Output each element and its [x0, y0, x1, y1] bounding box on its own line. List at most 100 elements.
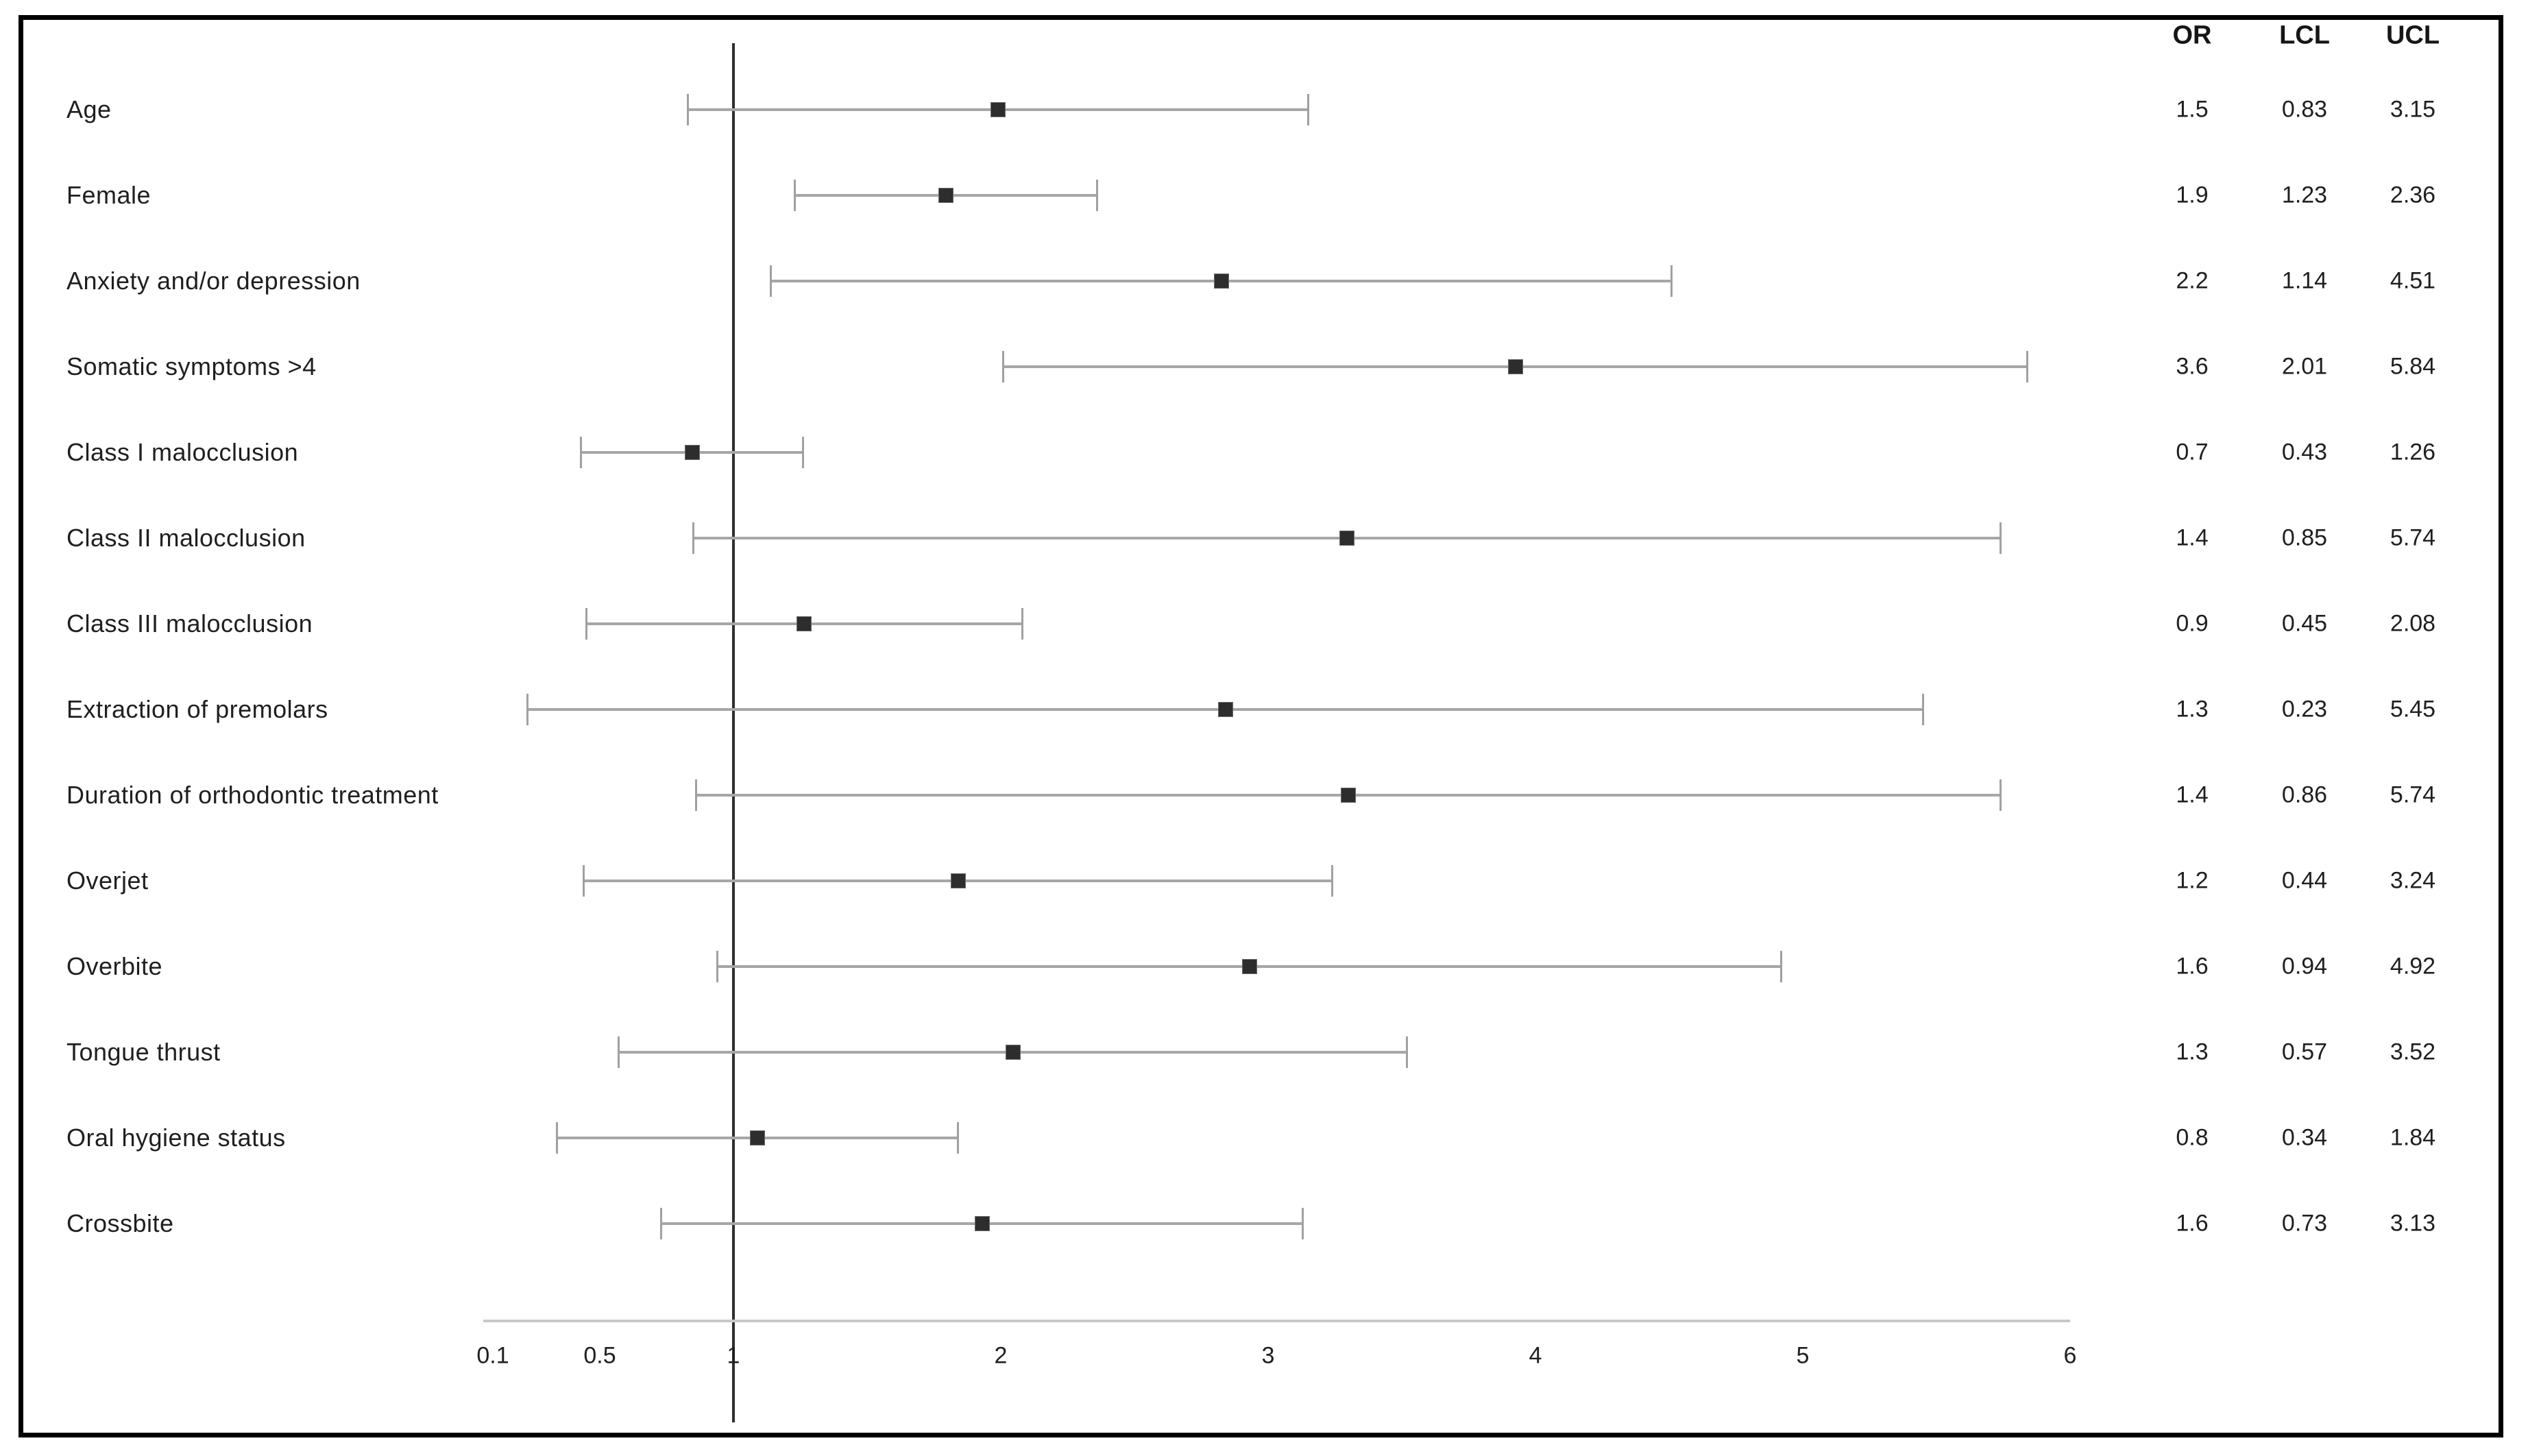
ci-cap-left	[694, 779, 697, 811]
ci-cap-right	[1780, 951, 1783, 982]
odds-ratio-marker	[1217, 702, 1233, 717]
row-label: Class II malocclusion	[66, 524, 306, 552]
figure-border	[19, 15, 2503, 1437]
odds-ratio-marker	[1339, 531, 1355, 546]
x-tick-label: 0.5	[583, 1342, 616, 1369]
ci-cap-right	[1406, 1036, 1409, 1068]
lcl-value: 0.83	[2281, 96, 2328, 123]
or-value: 0.9	[2176, 610, 2209, 637]
lcl-value: 1.14	[2281, 267, 2328, 294]
lcl-value: 0.86	[2281, 781, 2328, 808]
ucl-value: 5.84	[2390, 353, 2436, 380]
ci-cap-left	[692, 522, 694, 554]
or-value: 1.9	[2176, 182, 2209, 208]
ucl-value: 2.08	[2390, 610, 2436, 637]
odds-ratio-marker	[1341, 788, 1356, 803]
x-tick-label: 0.1	[476, 1342, 509, 1369]
ci-cap-left	[583, 865, 585, 897]
x-tick-label: 2	[994, 1342, 1008, 1369]
reference-line	[732, 43, 735, 1422]
ci-cap-left	[770, 265, 773, 297]
or-value: 2.2	[2176, 267, 2209, 294]
column-header-lcl: LCL	[2279, 21, 2330, 50]
row-label: Tongue thrust	[66, 1038, 221, 1066]
ci-cap-right	[2000, 779, 2002, 811]
ucl-value: 1.84	[2390, 1124, 2436, 1151]
ucl-value: 5.74	[2390, 524, 2436, 551]
ci-cap-right	[801, 437, 804, 468]
row-label: Extraction of premolars	[66, 695, 328, 723]
lcl-value: 1.23	[2281, 182, 2328, 208]
row-label: Female	[66, 181, 151, 209]
lcl-value: 0.43	[2281, 439, 2328, 465]
ci-cap-left	[617, 1036, 620, 1068]
ci-cap-left	[687, 94, 690, 125]
ci-cap-left	[794, 180, 797, 211]
x-tick-label: 3	[1261, 1342, 1275, 1369]
ci-cap-right	[1095, 180, 1098, 211]
or-value: 1.4	[2176, 524, 2209, 551]
ucl-value: 1.26	[2390, 439, 2436, 465]
ucl-value: 4.51	[2390, 267, 2436, 294]
ucl-value: 5.45	[2390, 696, 2436, 723]
ci-cap-right	[957, 1122, 960, 1154]
odds-ratio-marker	[990, 102, 1006, 117]
ci-cap-left	[585, 608, 587, 640]
ci-cap-left	[1002, 351, 1005, 383]
ci-cap-right	[1670, 265, 1673, 297]
column-header-or: OR	[2172, 21, 2212, 50]
ci-cap-right	[2000, 522, 2002, 554]
lcl-value: 2.01	[2281, 353, 2328, 380]
odds-ratio-marker	[1241, 959, 1257, 974]
lcl-value: 0.45	[2281, 610, 2328, 637]
lcl-value: 0.94	[2281, 953, 2328, 980]
row-label: Crossbite	[66, 1209, 174, 1237]
odds-ratio-marker	[950, 873, 966, 888]
or-value: 1.2	[2176, 867, 2209, 894]
ci-cap-left	[660, 1208, 663, 1239]
lcl-value: 0.73	[2281, 1210, 2328, 1237]
odds-ratio-marker	[797, 616, 812, 631]
odds-ratio-marker	[1213, 274, 1229, 289]
column-header-ucl: UCL	[2385, 21, 2440, 50]
or-value: 1.3	[2176, 1039, 2209, 1065]
row-label: Overjet	[66, 866, 149, 895]
row-label: Class III malocclusion	[66, 609, 313, 638]
ci-cap-left	[716, 951, 719, 982]
x-tick-label: 4	[1529, 1342, 1542, 1369]
ci-cap-left	[580, 437, 583, 468]
odds-ratio-marker	[1005, 1045, 1021, 1060]
lcl-value: 0.23	[2281, 696, 2328, 723]
row-label: Somatic symptoms >4	[66, 352, 317, 380]
or-value: 1.5	[2176, 96, 2209, 123]
ucl-value: 3.52	[2390, 1039, 2436, 1065]
or-value: 0.7	[2176, 439, 2209, 465]
ucl-value: 3.15	[2390, 96, 2436, 123]
row-label: Anxiety and/or depression	[66, 267, 361, 295]
lcl-value: 0.85	[2281, 524, 2328, 551]
odds-ratio-marker	[938, 188, 954, 203]
lcl-value: 0.34	[2281, 1124, 2328, 1151]
ucl-value: 3.13	[2390, 1210, 2436, 1237]
or-value: 1.4	[2176, 781, 2209, 808]
x-tick-label: 5	[1796, 1342, 1810, 1369]
ucl-value: 4.92	[2390, 953, 2436, 980]
ci-cap-right	[1922, 694, 1924, 725]
or-value: 0.8	[2176, 1124, 2209, 1151]
or-value: 1.6	[2176, 953, 2209, 980]
row-label: Duration of orthodontic treatment	[66, 781, 439, 809]
ci-cap-left	[556, 1122, 559, 1154]
row-label: Age	[66, 95, 112, 123]
ci-cap-right	[1021, 608, 1023, 640]
odds-ratio-marker	[1507, 359, 1523, 374]
x-tick-label: 1	[727, 1342, 740, 1369]
row-label: Overbite	[66, 952, 163, 980]
ci-cap-left	[526, 694, 529, 725]
lcl-value: 0.44	[2281, 867, 2328, 894]
odds-ratio-marker	[750, 1130, 766, 1145]
x-axis-line	[483, 1320, 2070, 1322]
or-value: 3.6	[2176, 353, 2209, 380]
or-value: 1.3	[2176, 696, 2209, 723]
ucl-value: 5.74	[2390, 781, 2436, 808]
ci-cap-right	[1302, 1208, 1304, 1239]
